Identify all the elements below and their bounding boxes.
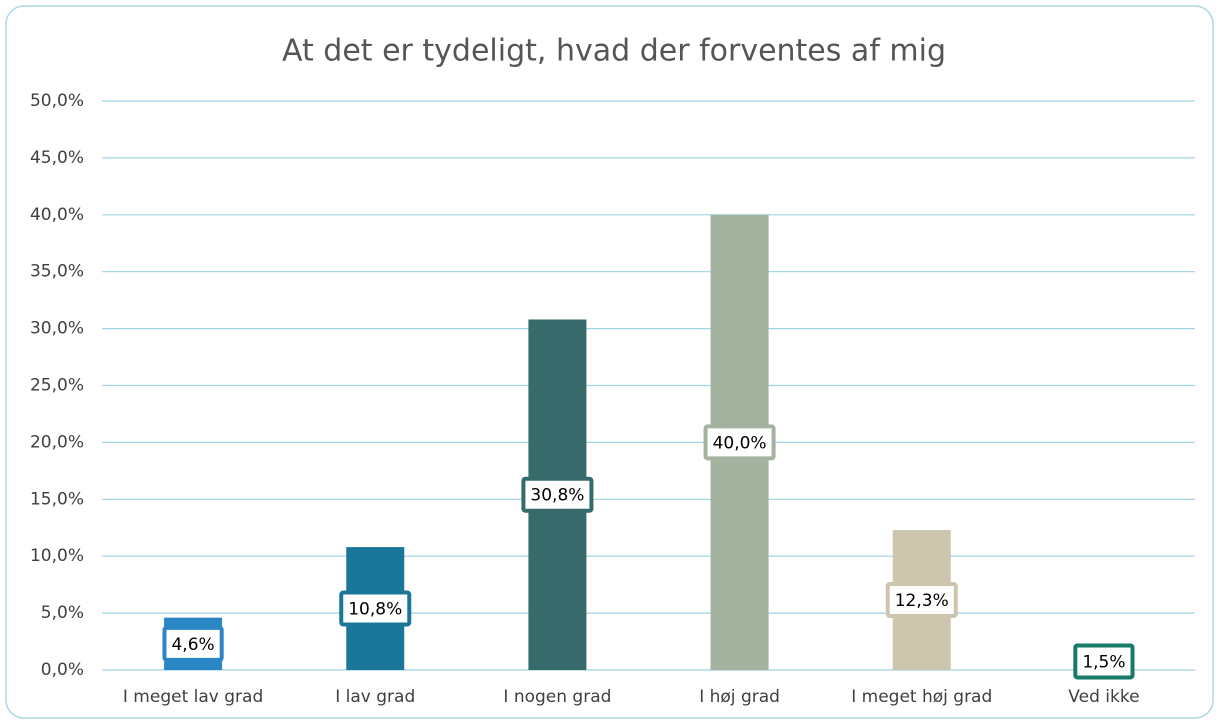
x-tick-label: I meget høj grad: [851, 687, 992, 707]
value-label: 4,6%: [171, 635, 214, 655]
y-tick-label: 10,0%: [30, 546, 84, 566]
chart-frame: [5, 5, 1214, 719]
value-label: 1,5%: [1082, 652, 1125, 672]
value-label-box: [1073, 643, 1135, 680]
y-tick-label: 25,0%: [30, 376, 84, 396]
x-tick-label: I nogen grad: [503, 687, 611, 707]
x-tick-label: I meget lav grad: [123, 687, 263, 707]
y-tick-label: 50,0%: [30, 91, 84, 111]
value-label-box: [521, 476, 594, 513]
value-label: 30,8%: [530, 486, 584, 506]
y-tick-label: 40,0%: [30, 205, 84, 225]
y-tick-label: 45,0%: [30, 148, 84, 168]
value-label-box: [885, 582, 958, 619]
value-label-box: [703, 424, 776, 461]
x-tick-label: Ved ikke: [1068, 687, 1139, 707]
y-tick-label: 0,0%: [41, 660, 84, 680]
chart-title: At det er tydeligt, hvad der forventes a…: [282, 34, 946, 69]
y-tick-label: 5,0%: [41, 603, 84, 623]
y-tick-label: 30,0%: [30, 319, 84, 339]
value-label-box: [162, 625, 224, 662]
value-label-box: [339, 590, 412, 627]
y-tick-label: 35,0%: [30, 262, 84, 282]
value-label: 12,3%: [895, 591, 949, 611]
value-label: 10,8%: [348, 600, 402, 620]
y-tick-label: 15,0%: [30, 489, 84, 509]
x-tick-label: I lav grad: [335, 687, 415, 707]
y-tick-label: 20,0%: [30, 432, 84, 452]
value-label: 40,0%: [713, 433, 767, 453]
x-tick-label: I høj grad: [699, 687, 780, 707]
